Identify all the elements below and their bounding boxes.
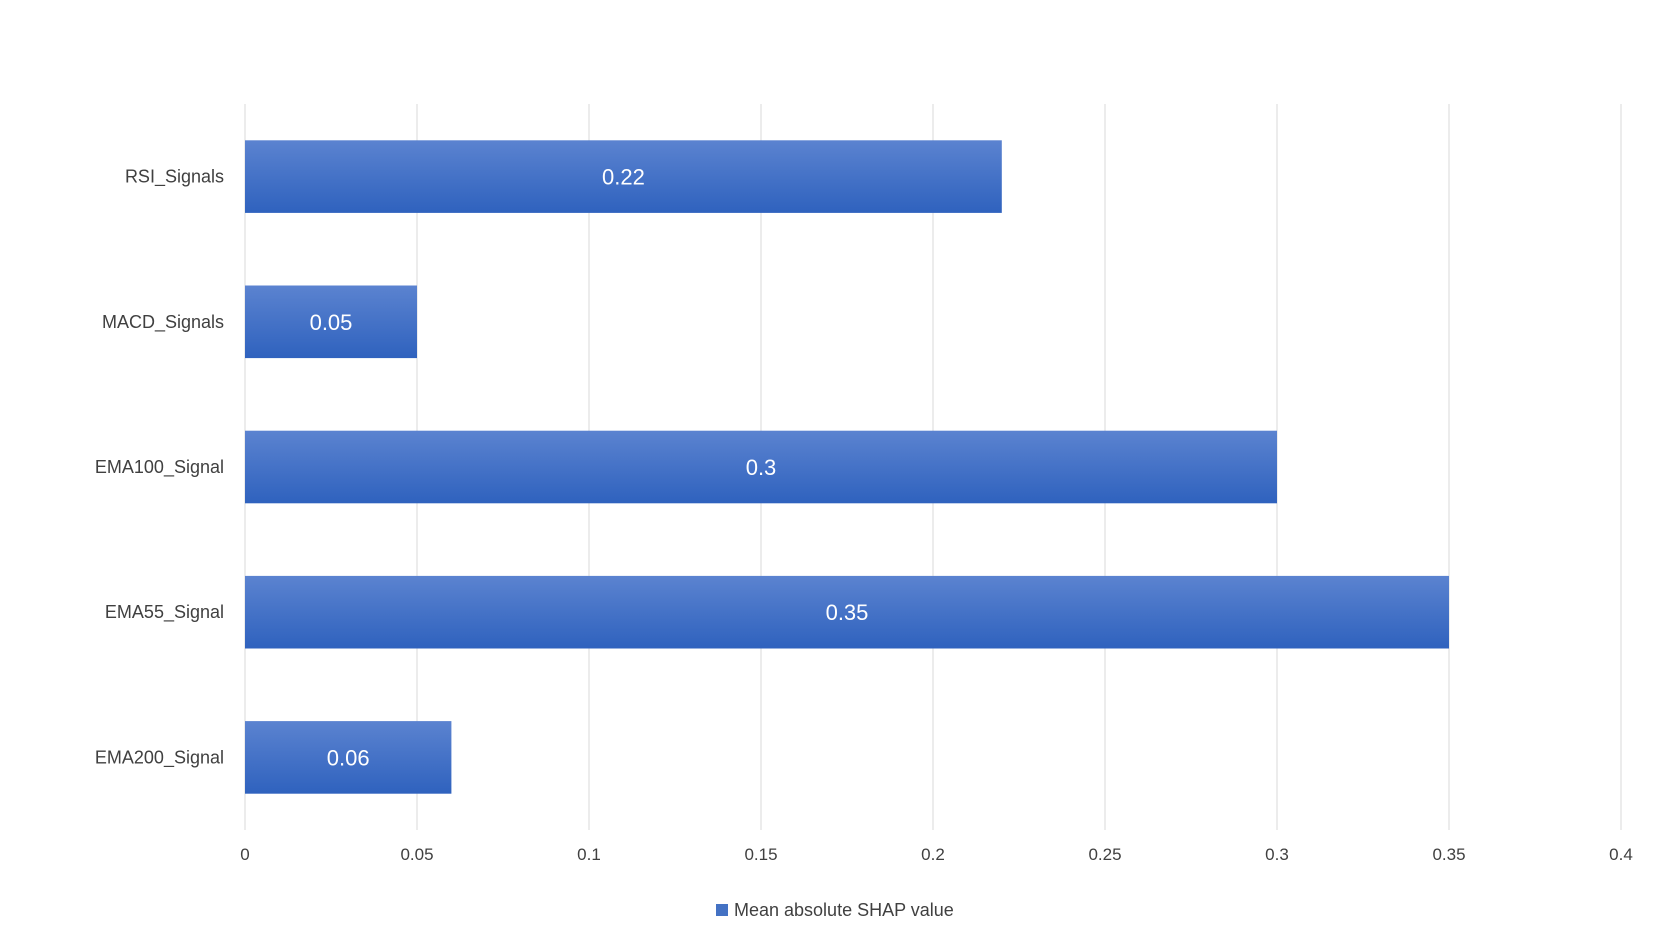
bar	[245, 285, 417, 359]
x-tick-label: 0	[240, 845, 249, 864]
category-label: MACD_Signals	[102, 312, 224, 333]
category-label: EMA100_Signal	[95, 457, 224, 478]
x-tick-label: 0.4	[1609, 845, 1633, 864]
x-tick-label: 0.2	[921, 845, 945, 864]
category-labels: RSI_Signals MACD_Signals EMA100_Signal EMA5…	[95, 167, 224, 769]
x-tick-label: 0.05	[400, 845, 433, 864]
category-label: RSI_Signals	[125, 167, 224, 188]
x-tick-label: 0.15	[744, 845, 777, 864]
data-label: 0.06	[327, 745, 370, 770]
data-label: 0.35	[826, 600, 869, 625]
category-label: EMA200_Signal	[95, 747, 224, 768]
legend-label: Mean absolute SHAP value	[734, 900, 954, 920]
bar	[245, 430, 1277, 504]
bars	[245, 140, 1449, 794]
x-tick-label: 0.3	[1265, 845, 1289, 864]
bar	[245, 140, 1002, 213]
data-label: 0.05	[310, 310, 353, 335]
data-label: 0.3	[746, 455, 777, 480]
data-label: 0.22	[602, 165, 645, 190]
bar	[245, 575, 1449, 649]
data-labels: 0.22 0.05 0.3 0.35 0.06	[310, 165, 869, 771]
bar	[245, 721, 452, 794]
x-tick-label: 0.1	[577, 845, 601, 864]
x-tick-label: 0.35	[1432, 845, 1465, 864]
legend: Mean absolute SHAP value	[716, 900, 954, 920]
x-tick-label: 0.25	[1088, 845, 1121, 864]
x-axis-tick-labels: 0 0.05 0.1 0.15 0.2 0.25 0.3 0.35 0.4	[240, 845, 1633, 864]
category-label: EMA55_Signal	[105, 602, 224, 623]
legend-swatch	[716, 904, 728, 916]
